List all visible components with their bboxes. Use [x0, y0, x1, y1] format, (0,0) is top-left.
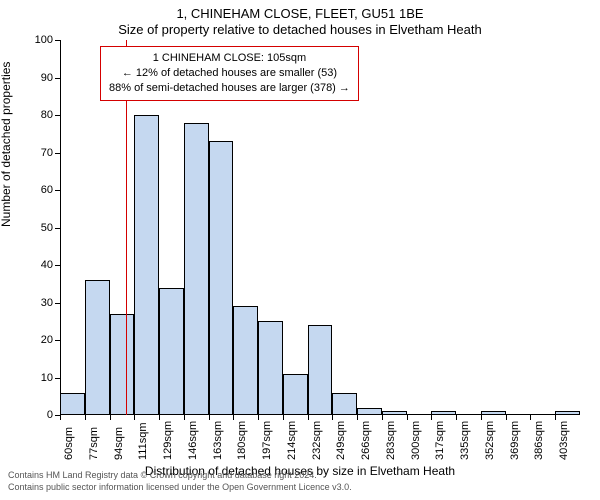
x-tick-label: 317sqm — [434, 421, 446, 460]
histogram-bar — [283, 374, 308, 415]
license-line-1: Contains HM Land Registry data © Crown c… — [8, 470, 317, 481]
x-tick-label: 232sqm — [311, 421, 323, 460]
histogram-bar — [357, 408, 382, 416]
x-tick-label: 129sqm — [162, 421, 174, 460]
x-tick — [357, 415, 358, 420]
x-tick — [332, 415, 333, 420]
y-tick-label: 10 — [23, 372, 53, 384]
histogram-bar — [481, 411, 506, 415]
y-tick — [55, 228, 60, 229]
x-tick — [110, 415, 111, 420]
x-tick — [308, 415, 309, 420]
histogram-bar — [85, 280, 110, 415]
x-tick — [258, 415, 259, 420]
histogram-bar — [258, 321, 283, 415]
x-tick-label: 77sqm — [88, 427, 100, 460]
y-tick-label: 50 — [23, 222, 53, 234]
y-tick-label: 20 — [23, 334, 53, 346]
histogram-bar — [332, 393, 357, 416]
x-tick-label: 283sqm — [385, 421, 397, 460]
histogram-bar — [60, 393, 85, 416]
x-tick — [530, 415, 531, 420]
x-tick — [134, 415, 135, 420]
license-line-2: Contains public sector information licen… — [8, 482, 352, 493]
x-tick — [283, 415, 284, 420]
marker-callout: 1 CHINEHAM CLOSE: 105sqm ← 12% of detach… — [100, 46, 359, 101]
x-tick-label: 111sqm — [137, 422, 149, 460]
callout-line: 88% of semi-detached houses are larger (… — [109, 81, 350, 96]
y-tick — [55, 303, 60, 304]
y-tick — [55, 40, 60, 41]
x-tick-label: 403sqm — [558, 421, 570, 460]
y-tick — [55, 190, 60, 191]
y-tick-label: 80 — [23, 109, 53, 121]
x-tick-label: 197sqm — [261, 421, 273, 460]
x-tick — [431, 415, 432, 420]
histogram-bar — [431, 411, 456, 415]
x-tick-label: 386sqm — [533, 421, 545, 460]
callout-line: ← 12% of detached houses are smaller (53… — [109, 66, 350, 81]
x-tick-label: 180sqm — [236, 421, 248, 460]
histogram-bar — [233, 306, 258, 415]
x-tick — [233, 415, 234, 420]
histogram-bar — [209, 141, 234, 415]
x-tick-label: 60sqm — [63, 427, 75, 460]
x-tick — [184, 415, 185, 420]
y-tick — [55, 265, 60, 266]
x-tick-label: 163sqm — [212, 421, 224, 460]
x-tick — [382, 415, 383, 420]
y-tick — [55, 340, 60, 341]
x-tick — [506, 415, 507, 420]
x-tick — [456, 415, 457, 420]
x-tick-label: 146sqm — [187, 421, 199, 460]
y-tick-label: 100 — [23, 34, 53, 46]
y-tick — [55, 378, 60, 379]
histogram-bar — [110, 314, 135, 415]
y-tick — [55, 115, 60, 116]
x-tick — [555, 415, 556, 420]
y-tick — [55, 153, 60, 154]
x-tick-label: 214sqm — [286, 421, 298, 460]
y-tick-label: 60 — [23, 184, 53, 196]
y-tick-label: 0 — [23, 409, 53, 421]
histogram-bar — [382, 411, 407, 415]
histogram-bar — [134, 115, 159, 415]
x-tick-label: 300sqm — [410, 421, 422, 460]
x-tick-label: 249sqm — [335, 421, 347, 460]
y-tick-label: 40 — [23, 259, 53, 271]
x-tick-label: 369sqm — [509, 421, 521, 460]
chart-title-line2: Size of property relative to detached ho… — [0, 22, 600, 38]
histogram-bar — [555, 411, 580, 415]
x-tick — [407, 415, 408, 420]
y-tick-label: 70 — [23, 147, 53, 159]
x-tick-label: 266sqm — [360, 421, 372, 460]
histogram-bar — [308, 325, 333, 415]
y-tick-label: 30 — [23, 297, 53, 309]
axis-left — [60, 40, 61, 415]
callout-line: 1 CHINEHAM CLOSE: 105sqm — [109, 51, 350, 66]
chart-container: 1, CHINEHAM CLOSE, FLEET, GU51 1BE Size … — [0, 0, 600, 500]
chart-title-line1: 1, CHINEHAM CLOSE, FLEET, GU51 1BE — [0, 6, 600, 22]
histogram-bar — [159, 288, 184, 416]
y-axis-title: Number of detached properties — [0, 62, 13, 227]
x-tick-label: 352sqm — [484, 421, 496, 460]
histogram-bar — [184, 123, 209, 416]
x-tick — [159, 415, 160, 420]
x-tick — [85, 415, 86, 420]
x-tick — [481, 415, 482, 420]
x-tick — [60, 415, 61, 420]
x-tick-label: 94sqm — [113, 427, 125, 460]
x-tick — [209, 415, 210, 420]
x-tick-label: 335sqm — [459, 421, 471, 460]
y-tick — [55, 78, 60, 79]
y-tick-label: 90 — [23, 72, 53, 84]
